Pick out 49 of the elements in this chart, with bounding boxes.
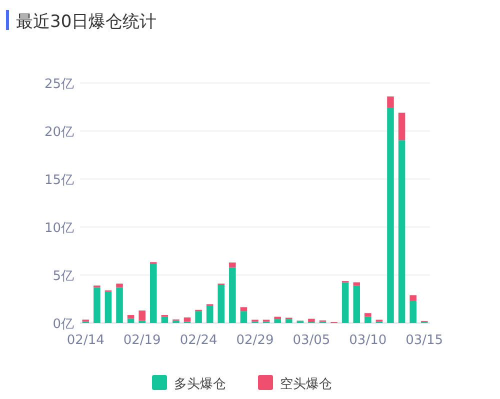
y-tick-label: 20亿 bbox=[44, 125, 74, 140]
bar bbox=[229, 262, 236, 268]
bar bbox=[150, 263, 157, 323]
bar bbox=[353, 286, 360, 323]
legend-label: 多头爆仓 bbox=[174, 377, 226, 392]
bar bbox=[274, 316, 281, 320]
bar bbox=[308, 318, 315, 322]
bar bbox=[138, 310, 146, 321]
bar bbox=[398, 140, 406, 323]
x-tick-label: 03/05 bbox=[292, 333, 330, 348]
x-tick-label: 03/15 bbox=[406, 333, 444, 348]
bar bbox=[218, 284, 225, 323]
chart-title: 最近30日爆仓统计 bbox=[16, 12, 157, 32]
y-tick-label: 0亿 bbox=[52, 317, 74, 332]
bar bbox=[184, 317, 191, 322]
bar bbox=[240, 311, 248, 323]
y-tick-label: 25亿 bbox=[44, 77, 74, 92]
bar bbox=[353, 282, 360, 286]
bar bbox=[116, 287, 123, 323]
bar bbox=[240, 307, 248, 312]
bar bbox=[229, 267, 236, 323]
bar bbox=[116, 284, 123, 288]
bar bbox=[104, 292, 112, 323]
bar bbox=[274, 319, 281, 323]
bar bbox=[285, 319, 292, 323]
bar bbox=[127, 315, 134, 318]
bar bbox=[342, 282, 349, 323]
bar bbox=[398, 112, 406, 140]
y-tick-label: 10亿 bbox=[44, 221, 74, 236]
bar bbox=[94, 287, 100, 323]
bar bbox=[172, 320, 180, 323]
x-tick-label: 03/10 bbox=[349, 333, 387, 348]
x-tick-label: 02/24 bbox=[180, 333, 218, 348]
x-tick-label: 02/14 bbox=[66, 333, 104, 348]
bar bbox=[364, 313, 372, 317]
bar bbox=[410, 295, 416, 301]
bar bbox=[410, 300, 416, 323]
bar bbox=[195, 311, 202, 323]
bar bbox=[206, 306, 214, 323]
bar bbox=[364, 316, 372, 323]
bar bbox=[127, 318, 134, 323]
y-tick-label: 15亿 bbox=[44, 173, 74, 188]
legend-label: 空头爆仓 bbox=[280, 377, 332, 392]
bar bbox=[387, 108, 394, 323]
bar bbox=[161, 316, 168, 323]
bar bbox=[387, 96, 394, 108]
x-tick-label: 02/29 bbox=[236, 333, 274, 348]
y-tick-label: 5亿 bbox=[52, 269, 74, 284]
x-tick-label: 02/19 bbox=[123, 333, 161, 348]
